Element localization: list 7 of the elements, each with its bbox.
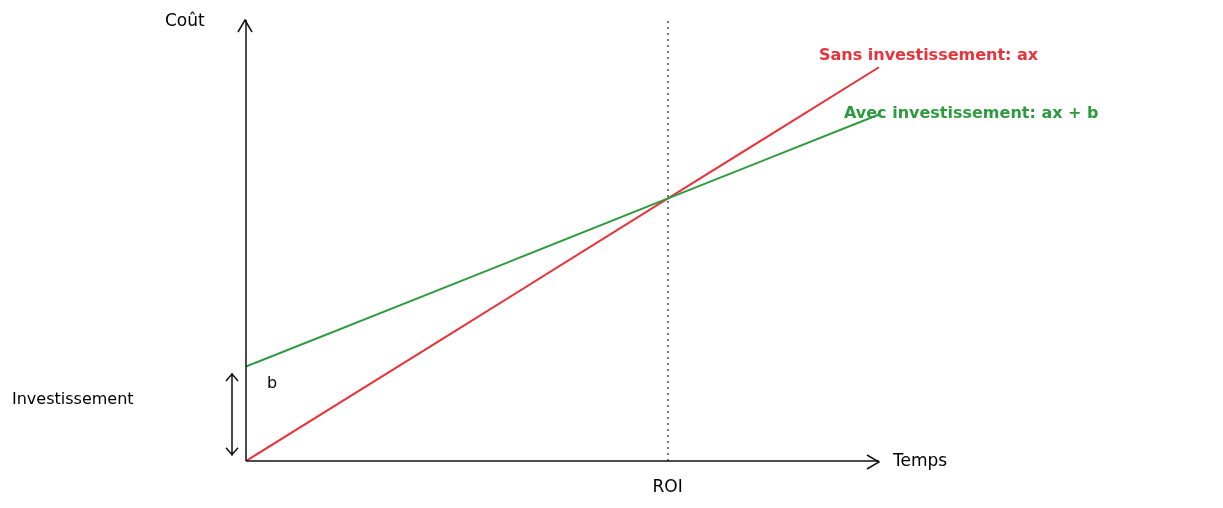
annotation: b [267, 373, 278, 393]
x-axis-title: Temps [893, 450, 948, 470]
text: Investissement [12, 388, 134, 408]
text: ROI [651, 476, 684, 496]
y-axis-title: Coût [165, 10, 205, 30]
text: Sans investissement: ax [819, 45, 1039, 65]
series-label: Avec investissement: ax + b [844, 102, 1099, 122]
